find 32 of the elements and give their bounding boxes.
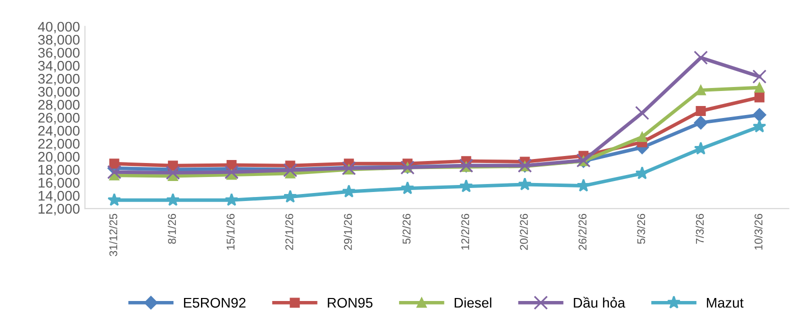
y-tick-label: 14,000 bbox=[38, 190, 80, 202]
legend-label: E5RON92 bbox=[184, 298, 246, 308]
y-tick-label: 22,000 bbox=[38, 138, 80, 150]
x-tick-label: 5/2/26 bbox=[402, 214, 411, 244]
legend-label: Mazut bbox=[706, 298, 744, 308]
x-tick-label: 5/3/26 bbox=[636, 214, 646, 244]
x-tick-label: 8/1/26 bbox=[168, 214, 176, 244]
legend-label: Dầu hỏa bbox=[574, 296, 626, 308]
x-tick-label: 15/1/26 bbox=[226, 214, 235, 250]
y-tick-label: 32,000 bbox=[38, 74, 80, 86]
y-tick-label: 38,000 bbox=[38, 34, 80, 46]
y-tick-label: 30,000 bbox=[38, 86, 80, 98]
y-tick-label: 26,000 bbox=[38, 112, 80, 124]
y-tick-label: 36,000 bbox=[38, 48, 80, 60]
x-tick-label: 29/1/26 bbox=[344, 214, 352, 250]
x-tick-label: 12/2/26 bbox=[461, 214, 470, 250]
y-tick-label: 16,000 bbox=[38, 178, 80, 190]
y-tick-label: 28,000 bbox=[38, 100, 80, 112]
y-tick-label: 12,000 bbox=[38, 204, 80, 216]
x-tick-label: 20/2/26 bbox=[520, 214, 528, 250]
x-tick-label: 7/3/26 bbox=[696, 214, 704, 244]
x-tick-label: 10/3/26 bbox=[754, 214, 762, 250]
y-tick-label: 20,000 bbox=[38, 152, 80, 164]
x-tick-label: 26/2/26 bbox=[578, 214, 586, 250]
y-tick-label: 34,000 bbox=[38, 60, 80, 72]
y-tick-label: 24,000 bbox=[38, 126, 80, 138]
y-tick-label: 18,000 bbox=[38, 164, 80, 176]
legend-label: Diesel bbox=[454, 297, 492, 308]
y-tick-label: 40,000 bbox=[38, 22, 80, 34]
x-tick-label: 22/1/26 bbox=[285, 214, 294, 250]
x-tick-label: 31/12/25 bbox=[109, 214, 118, 256]
legend-label: RON95 bbox=[328, 298, 372, 308]
